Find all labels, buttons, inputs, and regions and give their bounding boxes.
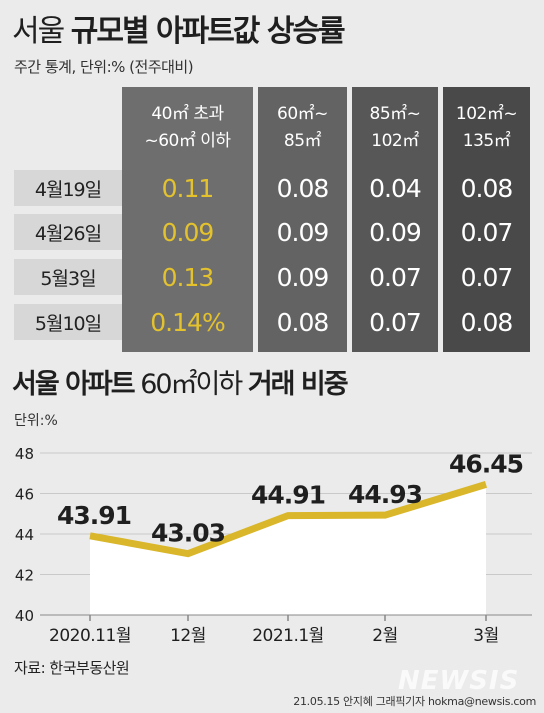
source-note: 자료: 한국부동산원	[14, 659, 130, 677]
table-cell: 0.07	[460, 262, 514, 292]
table-cell: 0.07	[369, 307, 422, 337]
y-tick-label: 44	[15, 526, 34, 544]
page-title: 서울 규모별 아파트값 상승률	[12, 6, 346, 50]
data-label: 44.91	[251, 481, 325, 510]
table-column-bg	[258, 87, 347, 352]
series-line	[89, 481, 488, 558]
chart-title-b: 60㎡이하	[140, 369, 243, 400]
table-header: 102㎡~ 135㎡	[455, 104, 518, 151]
table-column-bg	[352, 87, 438, 352]
data-label: 46.45	[449, 449, 523, 478]
table-cell: 0.07	[369, 262, 422, 292]
x-tick-label: 12월	[170, 626, 206, 646]
y-tick-label: 48	[15, 445, 34, 463]
credit-line: 21.05.15 안지혜 그래픽기자 hokma@newsis.com	[293, 695, 536, 708]
table-cell: 0.07	[460, 217, 514, 247]
table-cell: 0.13	[161, 262, 215, 292]
title-main: 규모별 아파트값 상승률	[70, 14, 346, 49]
table-cell: 0.08	[460, 307, 514, 337]
data-label: 43.91	[57, 501, 131, 530]
y-tick-label: 40	[15, 607, 34, 625]
line-chart: 48 46 44 42 40 43.91 43.03 44.91 44.93 46.45 2020.…	[15, 445, 532, 646]
table-header: 40㎡ 초과 ~60㎡ 이하	[144, 104, 231, 151]
table-column-bg	[443, 87, 530, 352]
y-tick-label: 46	[15, 486, 34, 504]
chart-title-c: 거래 비중	[247, 369, 349, 400]
table-cell: 0.09	[161, 217, 215, 247]
table-cell: 0.09	[369, 217, 422, 247]
x-tick-label: 2020.11월	[49, 626, 131, 646]
table-column-bg	[122, 87, 253, 352]
table-cell: 0.08	[460, 173, 514, 203]
table-row-label: 4월26일	[14, 214, 122, 250]
table-cell: 0.09	[276, 217, 330, 247]
table-subtitle: 주간 통계, 단위:% (전주대비)	[14, 58, 194, 76]
table-row-label: 4월19일	[14, 170, 122, 206]
data-label: 43.03	[151, 519, 225, 548]
table-row-label: 5월10일	[14, 304, 122, 340]
table-cell: 0.09	[276, 262, 330, 292]
data-label: 44.93	[348, 480, 422, 509]
chart-title: 서울 아파트 60㎡이하 거래 비중	[12, 362, 349, 401]
table-cell: 0.14%	[150, 307, 225, 337]
table-header: 85㎡~ 102㎡	[369, 104, 421, 151]
table-row-label: 5월3일	[14, 259, 122, 295]
table-cell: 0.08	[276, 173, 330, 203]
x-tick-label: 3월	[473, 626, 498, 646]
table-cell: 0.11	[161, 173, 215, 203]
title-prefix: 서울	[12, 14, 65, 49]
table-header: 60㎡~ 85㎡	[277, 104, 328, 151]
y-tick-label: 42	[15, 567, 34, 585]
chart-unit: 단위:%	[14, 413, 58, 429]
table-cell: 0.04	[369, 173, 422, 203]
x-tick-label: 2월	[372, 626, 397, 646]
watermark-logo: NEWSIS	[398, 666, 520, 696]
table-cell: 0.08	[276, 307, 330, 337]
x-tick-label: 2021.1월	[252, 626, 324, 646]
chart-title-a: 서울 아파트	[12, 369, 136, 400]
